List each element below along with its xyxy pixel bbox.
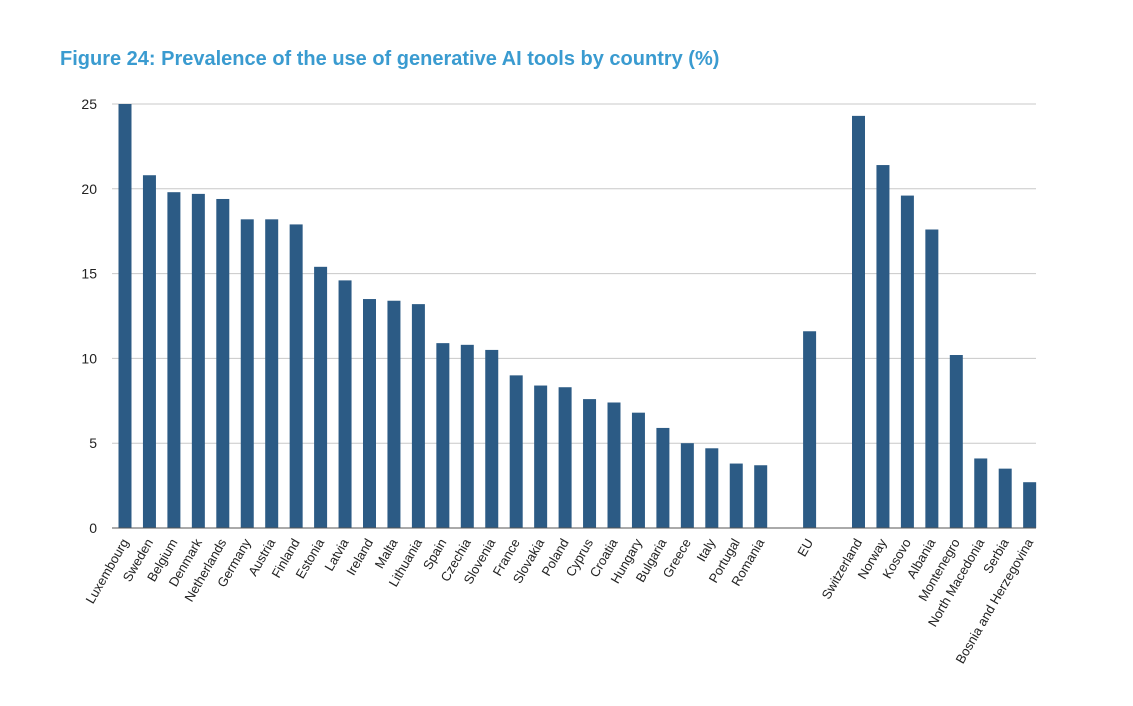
y-tick-label: 20 bbox=[81, 181, 97, 197]
bar bbox=[680, 443, 694, 528]
bar bbox=[265, 219, 279, 528]
bar bbox=[314, 266, 328, 528]
bars bbox=[118, 104, 1037, 529]
bar bbox=[191, 193, 205, 528]
bar bbox=[729, 463, 743, 528]
bar bbox=[1023, 482, 1037, 528]
bar bbox=[876, 165, 890, 528]
y-axis-ticks: 0 5 10 15 20 25 bbox=[81, 96, 97, 536]
bar bbox=[607, 402, 621, 528]
y-tick-label: 5 bbox=[89, 435, 97, 451]
bar bbox=[974, 458, 988, 528]
bar bbox=[949, 355, 963, 528]
bar bbox=[558, 387, 572, 528]
bar bbox=[216, 198, 230, 528]
bar bbox=[118, 104, 132, 528]
x-tick-label: EU bbox=[794, 536, 816, 559]
bar bbox=[436, 343, 450, 528]
bar bbox=[387, 300, 401, 528]
bar bbox=[705, 448, 719, 528]
bar bbox=[289, 224, 303, 528]
bar bbox=[142, 175, 156, 528]
bar bbox=[460, 344, 474, 528]
bar bbox=[583, 399, 597, 528]
x-tick-label: Italy bbox=[693, 536, 718, 565]
bar bbox=[363, 299, 376, 528]
bar bbox=[900, 195, 914, 529]
bar bbox=[240, 219, 254, 528]
bar bbox=[338, 280, 352, 528]
y-tick-label: 10 bbox=[81, 350, 97, 366]
chart-title: Figure 24: Prevalence of the use of gene… bbox=[60, 48, 720, 70]
bar bbox=[534, 385, 548, 528]
bar bbox=[167, 192, 181, 528]
bar bbox=[631, 412, 645, 528]
y-tick-label: 0 bbox=[89, 520, 97, 536]
bar bbox=[656, 427, 670, 528]
bar bbox=[754, 465, 768, 528]
bar bbox=[925, 229, 939, 528]
y-tick-label: 15 bbox=[81, 266, 97, 282]
bar bbox=[509, 375, 523, 528]
bar bbox=[411, 304, 425, 528]
x-axis-labels: LuxembourgSwedenBelgiumDenmarkNetherland… bbox=[82, 535, 1036, 666]
bar bbox=[852, 115, 865, 528]
bar bbox=[803, 331, 817, 528]
bar bbox=[998, 468, 1012, 528]
bar bbox=[485, 349, 499, 528]
y-tick-label: 25 bbox=[81, 96, 97, 112]
